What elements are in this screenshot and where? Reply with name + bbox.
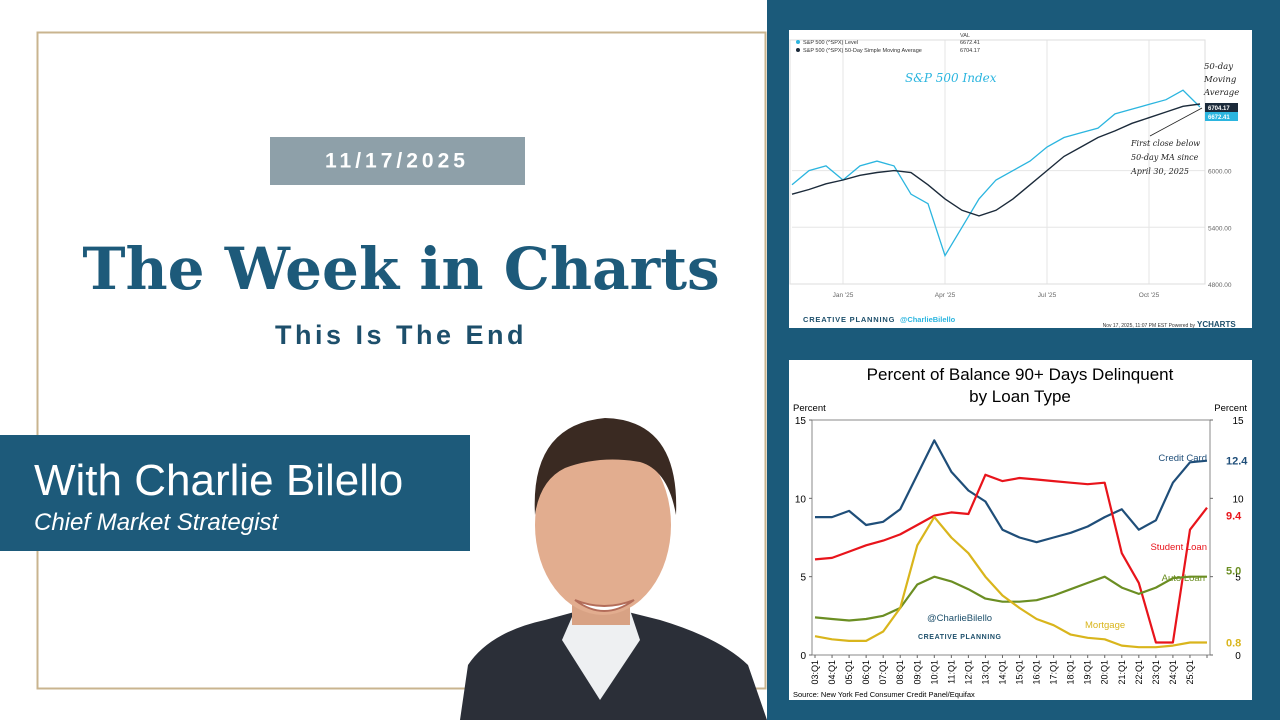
brand: CREATIVE PLANNING — [918, 634, 1002, 641]
legend-swatch — [796, 40, 800, 44]
x-tick-label: 12:Q1 — [963, 660, 973, 685]
chart-1-card — [789, 30, 1252, 328]
portrait — [460, 418, 767, 720]
end-tag — [1205, 103, 1238, 112]
annotation-arrow — [1149, 107, 1203, 137]
legend-value: 6704.17 — [960, 48, 980, 54]
annotation: April 30, 2025 — [1130, 167, 1189, 176]
y2-tick-label: 0 — [1235, 651, 1241, 662]
x-tick-label: 03:Q1 — [810, 660, 820, 685]
host-banner — [0, 435, 470, 551]
x-tick-label: 25:Q1 — [1185, 660, 1195, 685]
date: 11/17/2025 — [325, 150, 469, 173]
y-tick-label: 5400.00 — [1208, 225, 1232, 232]
value-label: 9.4 — [1226, 511, 1242, 523]
left-panel — [0, 0, 767, 720]
chart-title: S&P 500 Index — [905, 71, 997, 85]
date-box — [270, 137, 525, 185]
series-line — [814, 516, 1207, 649]
chart-1: 4800.00 5400.00 6000.00 Jan '25 Apr '25 Jul '… — [789, 33, 1239, 329]
y2-tick-label: 10 — [1232, 494, 1244, 505]
annotation: First close below — [1130, 139, 1200, 148]
x-tick-label: 23:Q1 — [1151, 660, 1161, 685]
series-label: Credit Card — [1158, 453, 1207, 464]
series-line — [791, 103, 1201, 217]
y-tick-label: 4800.00 — [1208, 282, 1232, 289]
plot-border — [811, 419, 1211, 656]
y-tick-label: 0 — [800, 651, 806, 662]
host-role: Chief Market Strategist — [34, 509, 279, 536]
value-label: 5.0 — [1226, 566, 1241, 578]
x-tick-label: Apr '25 — [935, 292, 956, 299]
y-tick-label: 5 — [800, 573, 806, 584]
annotation: Moving — [1203, 75, 1237, 85]
x-tick-label: 19:Q1 — [1083, 660, 1093, 685]
y-tick-label: 6000.00 — [1208, 169, 1232, 176]
footer: Nov 17, 2025, 11:07 PM EST Powered by — [1103, 323, 1196, 329]
x-tick-label: 15:Q1 — [1015, 660, 1025, 685]
chart-title: by Loan Type — [969, 387, 1071, 406]
legend-value: 6672.41 — [960, 40, 980, 46]
series-label: Mortgage — [1085, 620, 1125, 631]
end-tag-label: 6704.17 — [1208, 106, 1230, 112]
x-tick-label: 24:Q1 — [1168, 660, 1178, 685]
x-tick-label: Jan '25 — [833, 292, 854, 299]
series-label: Student Loan — [1150, 542, 1207, 553]
x-tick-label: 21:Q1 — [1117, 660, 1127, 685]
x-tick-label: 18:Q1 — [1066, 660, 1076, 685]
end-tag — [1205, 112, 1238, 121]
brand: CREATIVE PLANNING — [803, 315, 895, 324]
x-tick-label: 16:Q1 — [1032, 660, 1042, 685]
y2-tick-label: 15 — [1232, 416, 1244, 427]
handle: @CharlieBilello — [927, 613, 992, 624]
subtitle: This Is The End — [275, 320, 527, 350]
value-label: 0.8 — [1226, 637, 1241, 649]
title: The Week in Charts — [82, 235, 719, 303]
x-tick-label: 20:Q1 — [1100, 660, 1110, 685]
annotation: 50-day MA since — [1131, 153, 1199, 162]
chart-2-card — [789, 360, 1252, 700]
source: Source: New York Fed Consumer Credit Pan… — [793, 690, 975, 699]
x-tick-label: 09:Q1 — [912, 660, 922, 685]
x-tick-label: 06:Q1 — [861, 660, 871, 685]
y2-axis-label: Percent — [1214, 403, 1247, 414]
series-line — [815, 439, 1208, 544]
chart-title: Percent of Balance 90+ Days Delinquent — [867, 365, 1174, 384]
plot-border — [789, 39, 1206, 285]
value-label: 12.4 — [1226, 456, 1248, 468]
annotation: Average — [1203, 88, 1239, 98]
x-tick-label: 17:Q1 — [1049, 660, 1059, 685]
x-tick-label: Oct '25 — [1139, 292, 1160, 299]
footer-brand: YCHARTS — [1197, 320, 1236, 329]
x-tick-label: 04:Q1 — [827, 660, 837, 685]
x-tick-label: 10:Q1 — [929, 660, 939, 685]
x-tick-label: 13:Q1 — [980, 660, 990, 685]
x-tick-label: 07:Q1 — [878, 660, 888, 685]
end-tag-label: 6672.41 — [1208, 115, 1230, 121]
frame — [36, 31, 767, 690]
y-tick-label: 10 — [795, 494, 807, 505]
host-name: With Charlie Bilello — [34, 456, 403, 505]
chart-2: Percent of Balance 90+ Days Delinquent by… — [793, 365, 1248, 699]
y2-tick-label: 5 — [1235, 573, 1241, 584]
x-tick-label: 22:Q1 — [1134, 660, 1144, 685]
x-tick-label: 08:Q1 — [895, 660, 905, 685]
x-tick-label: 14:Q1 — [997, 660, 1007, 685]
legend-label: S&P 500 (^SPX) 50-Day Simple Moving Aver… — [803, 48, 922, 54]
legend-swatch — [796, 48, 800, 52]
annotation: 50-day — [1204, 62, 1233, 72]
series-line — [791, 89, 1201, 258]
y-tick-label: 15 — [795, 416, 807, 427]
x-tick-label: 11:Q1 — [946, 660, 956, 684]
legend-header: VAL — [960, 33, 970, 39]
handle: @CharlieBilello — [900, 315, 956, 324]
x-tick-label: Jul '25 — [1038, 292, 1057, 299]
legend-label: S&P 500 (^SPX) Level — [803, 40, 858, 46]
x-tick-label: 05:Q1 — [844, 660, 854, 685]
y-axis-label: Percent — [793, 403, 826, 414]
series-label: Auto Loan — [1162, 573, 1205, 584]
